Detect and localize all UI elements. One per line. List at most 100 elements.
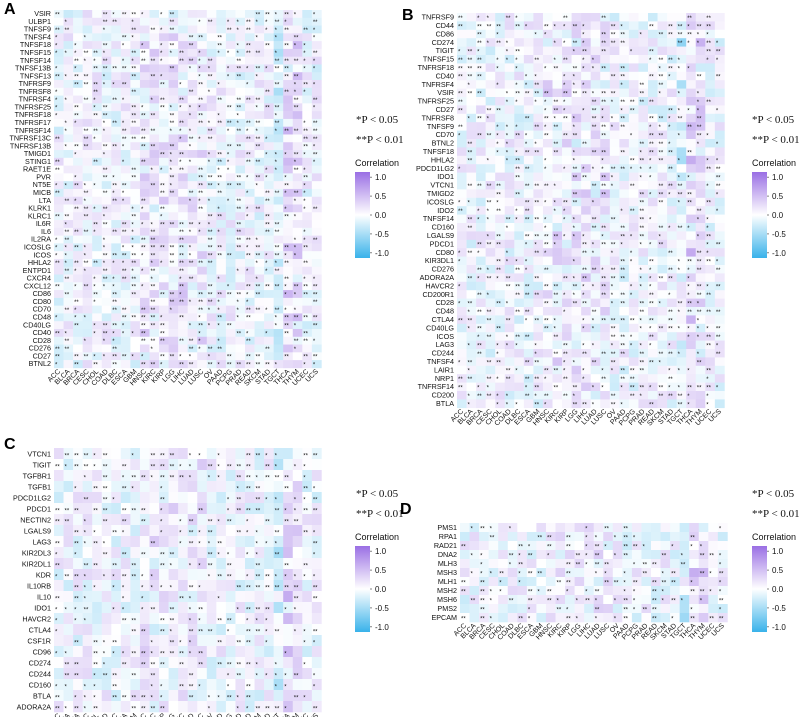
significance-star: ** <box>265 106 270 112</box>
heatmap-cell <box>159 126 169 135</box>
heatmap-cell <box>54 126 64 135</box>
heatmap-cell <box>111 243 122 252</box>
heatmap-cell <box>695 315 706 325</box>
heatmap-cell <box>264 212 274 221</box>
heatmap-cell <box>120 290 131 299</box>
heatmap-cell <box>638 391 649 400</box>
heatmap-cell <box>695 307 706 316</box>
heatmap-cell <box>216 251 227 260</box>
heatmap-cell <box>63 558 74 570</box>
heatmap-cell <box>667 130 677 140</box>
heatmap-cell <box>514 374 525 383</box>
heatmap-cell <box>292 41 303 50</box>
heatmap-cell <box>235 25 246 34</box>
heatmap-cell <box>628 189 639 199</box>
heatmap-cell <box>120 297 131 306</box>
significance-star: ** <box>630 386 635 392</box>
significance-star: ** <box>170 113 175 119</box>
significance-star: ** <box>697 260 702 266</box>
heatmap-cell <box>476 214 486 224</box>
significance-star: ** <box>265 43 270 49</box>
heatmap-cell <box>283 290 294 299</box>
significance-star: ** <box>65 199 70 205</box>
heatmap-cell <box>139 142 150 151</box>
heatmap-cell <box>676 71 687 81</box>
significance-star: ** <box>659 150 664 156</box>
significance-star: * <box>687 268 690 274</box>
heatmap-cell <box>523 332 534 341</box>
heatmap-cell <box>590 214 601 224</box>
significance-star: ** <box>131 564 136 570</box>
heatmap-cell <box>695 340 706 350</box>
heatmap-cell <box>63 150 74 159</box>
significance-star: * <box>611 369 614 375</box>
significance-star: ** <box>496 268 501 274</box>
heatmap-cell <box>311 56 322 65</box>
heatmap-cell <box>264 181 274 190</box>
significance-star: * <box>74 199 77 205</box>
significance-star: * <box>198 339 201 345</box>
heatmap-cell <box>187 321 198 330</box>
heatmap-cell <box>130 212 141 221</box>
heatmap-cell <box>609 46 620 56</box>
heatmap-cell <box>485 399 496 409</box>
heatmap-cell <box>273 328 284 338</box>
heatmap-cell <box>168 95 179 104</box>
heatmap-cell <box>235 111 246 120</box>
heatmap-cell <box>120 258 131 268</box>
heatmap-cell <box>139 196 150 205</box>
heatmap-cell <box>311 602 322 614</box>
significance-star: ** <box>265 520 270 526</box>
heatmap-cell <box>514 340 525 350</box>
heatmap-cell <box>206 602 217 614</box>
heatmap-cell <box>485 223 496 232</box>
heatmap-cell <box>283 134 294 143</box>
heatmap-cell <box>111 305 122 314</box>
significance-star: * <box>496 142 499 148</box>
heatmap-cell <box>149 448 160 460</box>
heatmap-cell <box>139 282 150 291</box>
heatmap-cell <box>101 352 112 361</box>
significance-star: ** <box>227 355 232 361</box>
significance-star: * <box>198 316 201 322</box>
heatmap-cell <box>638 139 649 148</box>
heatmap-cell <box>73 336 83 345</box>
heatmap-cell <box>216 111 227 120</box>
heatmap-cell <box>619 139 630 148</box>
significance-star: ** <box>515 285 520 291</box>
significance-star: * <box>706 226 709 232</box>
significance-star: ** <box>620 335 625 341</box>
heatmap-cell <box>504 206 515 215</box>
heatmap-cell <box>63 492 74 504</box>
significance-star: * <box>160 75 163 81</box>
heatmap-cell <box>159 87 169 96</box>
significance-star: * <box>65 246 68 252</box>
heatmap-cell <box>523 139 534 148</box>
heatmap-cell <box>92 313 103 322</box>
heatmap-cell <box>63 470 74 482</box>
heatmap-cell <box>159 313 169 322</box>
significance-star: ** <box>294 316 299 322</box>
heatmap-cell <box>476 382 486 392</box>
heatmap-cell <box>120 536 131 548</box>
heatmap-cell <box>648 21 658 31</box>
panel-letter: A <box>4 1 16 18</box>
heatmap-cell <box>628 88 639 98</box>
significance-star: * <box>265 137 268 143</box>
significance-star: * <box>122 43 125 49</box>
significance-star: * <box>544 66 547 72</box>
heatmap-cell <box>245 142 255 151</box>
significance-star: ** <box>246 51 251 57</box>
heatmap-cell <box>648 391 658 400</box>
heatmap-cell <box>695 399 706 409</box>
heatmap-cell <box>542 181 553 190</box>
heatmap-cell <box>273 173 284 182</box>
significance-star: ** <box>468 75 473 81</box>
heatmap-cell <box>197 514 208 526</box>
heatmap-cell <box>216 157 227 166</box>
significance-star: ** <box>284 90 289 96</box>
heatmap-cell <box>254 33 265 42</box>
heatmap-cell <box>457 340 467 350</box>
heatmap-cell <box>63 111 74 120</box>
